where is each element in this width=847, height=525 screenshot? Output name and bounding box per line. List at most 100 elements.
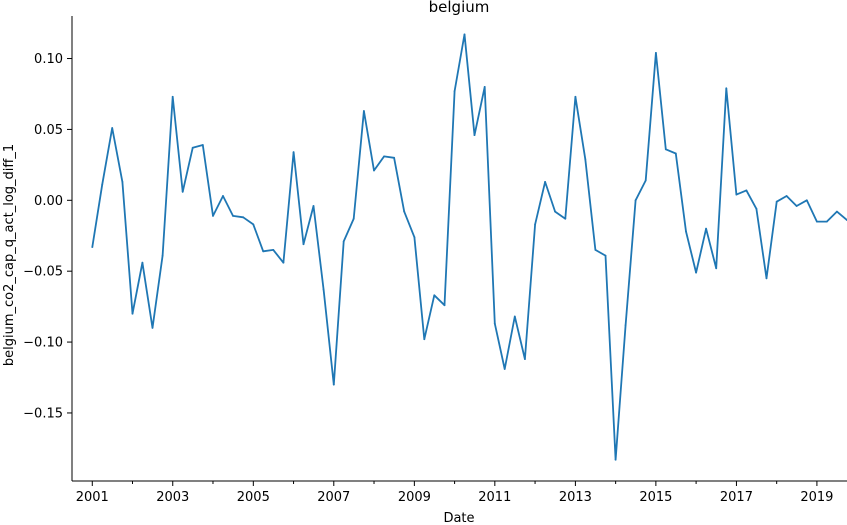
y-axis-ticks: −0.15 −0.10 −0.05 0.00 0.05 0.10 — [23, 52, 72, 421]
data-point — [161, 254, 164, 257]
y-axis-title: belgium_co2_cap_q_act_log_diff_1 — [2, 144, 17, 366]
x-tick-label: 2017 — [720, 490, 753, 505]
data-point — [604, 254, 607, 257]
data-point — [121, 181, 124, 183]
data-point — [292, 151, 295, 154]
data-point — [222, 195, 224, 197]
data-point — [503, 368, 506, 370]
data-point — [373, 169, 375, 172]
data-point — [322, 288, 325, 291]
data-point — [413, 236, 416, 239]
data-point — [363, 110, 365, 112]
data-point — [634, 199, 637, 202]
data-point — [111, 127, 114, 129]
x-axis-title: Date — [443, 511, 474, 525]
data-point — [423, 338, 426, 341]
y-tick-label: −0.05 — [23, 265, 63, 280]
data-point — [403, 210, 406, 213]
data-point — [524, 358, 526, 360]
data-point — [685, 230, 687, 233]
x-tick-label: 2001 — [76, 490, 109, 505]
series-group — [91, 33, 847, 461]
x-tick-label: 2003 — [156, 490, 189, 505]
data-point — [393, 156, 395, 159]
data-point — [614, 458, 617, 461]
data-point — [242, 216, 245, 219]
data-point — [695, 271, 697, 274]
data-point — [352, 217, 355, 220]
data-point — [836, 210, 838, 213]
data-point — [282, 261, 285, 264]
chart-title: belgium — [429, 0, 490, 16]
data-point — [262, 250, 265, 253]
x-tick-label: 2005 — [237, 490, 270, 505]
data-point — [805, 199, 808, 202]
data-point — [745, 189, 748, 192]
data-point — [272, 249, 275, 251]
y-tick-label: −0.10 — [23, 336, 63, 351]
y-tick-label: −0.15 — [23, 406, 63, 421]
data-point — [755, 207, 758, 210]
data-point — [463, 33, 466, 36]
data-point — [473, 134, 476, 137]
data-point — [342, 240, 345, 243]
data-point — [513, 315, 516, 318]
data-point — [574, 95, 577, 98]
x-tick-label: 2009 — [398, 490, 431, 505]
data-point — [101, 183, 104, 186]
data-point — [131, 312, 134, 315]
data-point — [594, 249, 597, 251]
data-point — [554, 210, 556, 213]
data-point — [725, 87, 728, 90]
data-point — [171, 95, 174, 98]
data-point — [232, 215, 234, 217]
data-point — [332, 383, 335, 386]
data-point — [584, 158, 587, 161]
data-point — [312, 205, 315, 207]
data-point — [302, 243, 305, 246]
data-point — [383, 155, 385, 158]
data-point — [252, 223, 255, 226]
x-tick-label: 2015 — [639, 490, 672, 505]
x-tick-label: 2007 — [317, 490, 350, 505]
data-point — [433, 294, 436, 297]
x-tick-label: 2013 — [559, 490, 592, 505]
data-point — [775, 200, 778, 203]
data-point — [825, 220, 828, 223]
data-point — [795, 205, 798, 207]
data-point — [483, 86, 486, 88]
x-axis-ticks: 2001 2003 2005 2007 2009 2011 2013 2015 2017 2019 — [76, 481, 833, 505]
data-point — [151, 327, 154, 329]
data-point — [705, 227, 707, 230]
data-point — [212, 215, 214, 217]
x-tick-label: 2019 — [800, 490, 833, 505]
data-point — [715, 267, 718, 270]
data-point — [564, 217, 567, 220]
y-tick-label: 0.00 — [34, 194, 63, 209]
data-point — [816, 220, 818, 223]
data-point — [664, 148, 667, 151]
data-point — [91, 246, 94, 249]
data-point — [624, 324, 627, 326]
y-tick-label: 0.10 — [34, 52, 63, 67]
data-point — [453, 90, 456, 92]
data-point — [785, 195, 788, 197]
data-point — [191, 146, 194, 149]
data-point — [534, 223, 536, 226]
data-point — [201, 144, 204, 146]
data-point — [443, 304, 446, 307]
y-tick-label: 0.05 — [34, 123, 63, 138]
data-point — [141, 261, 144, 264]
data-point — [735, 193, 738, 196]
data-point — [544, 181, 546, 183]
data-point — [765, 277, 768, 280]
data-point — [493, 322, 496, 325]
plot-area: 2001 2003 2005 2007 2009 2011 2013 2015 2017 2019… — [23, 16, 847, 505]
data-point — [674, 152, 677, 155]
data-point — [655, 52, 657, 54]
data-point — [644, 179, 647, 182]
x-tick-label: 2011 — [478, 490, 511, 505]
data-point — [181, 190, 184, 193]
series-line — [91, 33, 847, 461]
